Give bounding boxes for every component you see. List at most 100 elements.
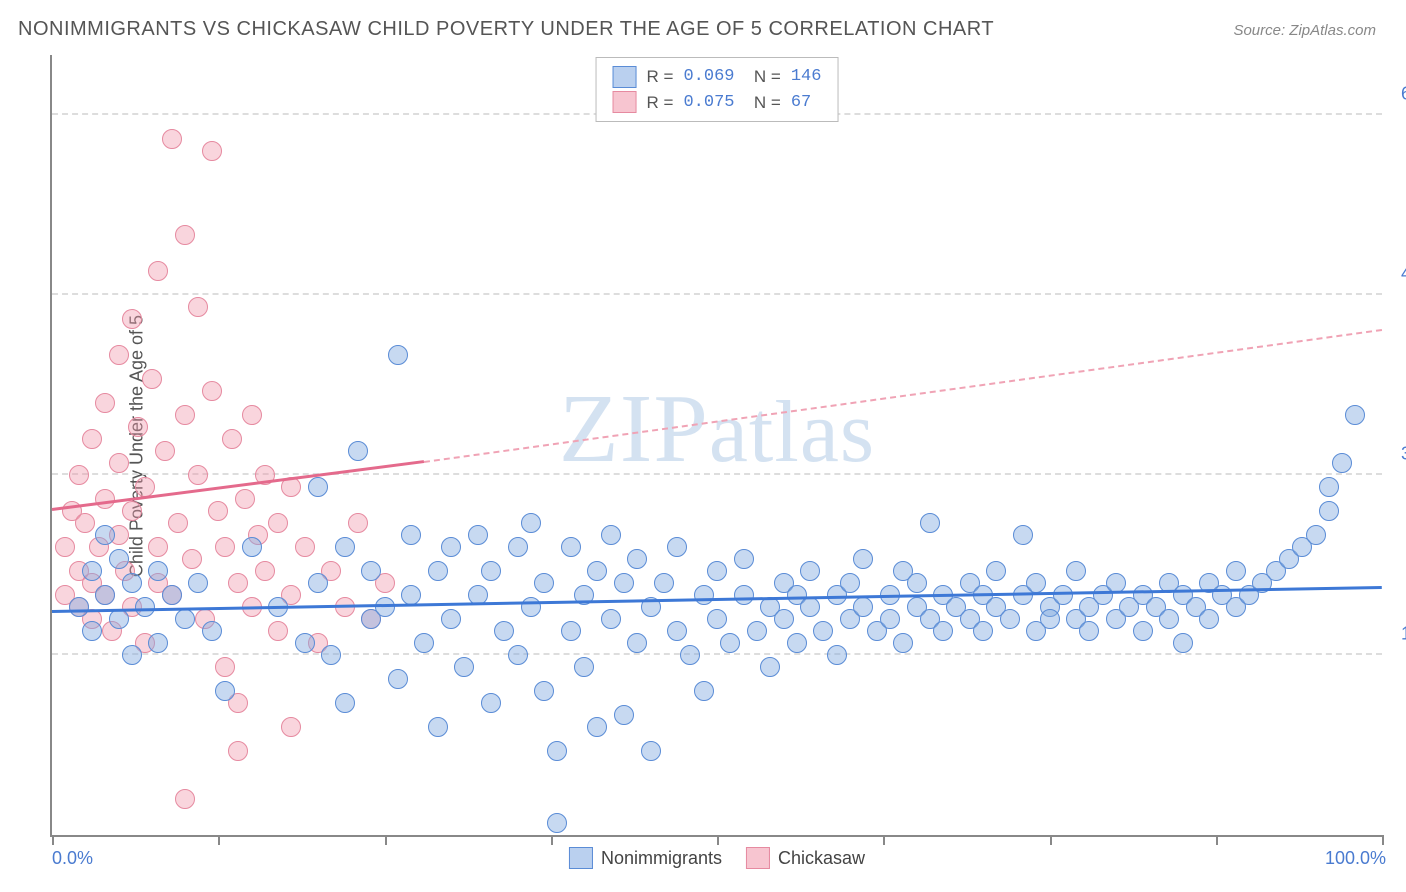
data-point-blue [561,621,581,641]
data-point-pink [95,393,115,413]
data-point-blue [800,561,820,581]
data-point-blue [508,537,528,557]
y-tick-label: 30.0% [1401,444,1406,465]
x-tick [52,835,54,845]
data-point-blue [388,669,408,689]
y-tick-label: 60.0% [1401,84,1406,105]
x-tick [551,835,553,845]
source-label: Source: ZipAtlas.com [1233,22,1376,39]
data-point-pink [82,429,102,449]
legend-label: Nonimmigrants [601,848,722,869]
data-point-blue [547,813,567,833]
series-legend: Nonimmigrants Chickasaw [569,847,865,869]
data-point-pink [75,513,95,533]
data-point-blue [1053,585,1073,605]
data-point-blue [1079,621,1099,641]
legend-label: Chickasaw [778,848,865,869]
data-point-blue [654,573,674,593]
data-point-pink [235,489,255,509]
data-point-pink [128,417,148,437]
x-axis-max-label: 100.0% [1325,848,1386,869]
watermark: ZIPatlas [559,373,875,485]
data-point-blue [414,633,434,653]
data-point-pink [281,717,301,737]
data-point-pink [175,405,195,425]
data-point-blue [853,549,873,569]
data-point-blue [641,741,661,761]
data-point-pink [69,465,89,485]
data-point-pink [109,453,129,473]
data-point-blue [893,633,913,653]
data-point-blue [680,645,700,665]
data-point-blue [454,657,474,677]
legend-row-pink: R = 0.075 N = 67 [613,90,822,116]
data-point-blue [521,597,541,617]
data-point-blue [627,549,647,569]
data-point-pink [188,297,208,317]
data-point-blue [401,525,421,545]
data-point-blue [468,525,488,545]
data-point-blue [734,549,754,569]
data-point-blue [441,537,461,557]
data-point-pink [175,789,195,809]
data-point-pink [55,537,75,557]
data-point-blue [109,549,129,569]
data-point-blue [335,693,355,713]
legend-item-pink: Chickasaw [746,847,865,869]
data-point-blue [401,585,421,605]
data-point-pink [182,549,202,569]
data-point-blue [481,561,501,581]
data-point-blue [1345,405,1365,425]
data-point-pink [175,225,195,245]
data-point-blue [348,441,368,461]
data-point-blue [694,681,714,701]
data-point-blue [920,513,940,533]
data-point-pink [348,513,368,533]
data-point-blue [1013,525,1033,545]
data-point-blue [707,609,727,629]
data-point-pink [202,141,222,161]
data-point-pink [215,537,235,557]
scatter-plot: ZIPatlas R = 0.069 N = 146 R = 0.075 N =… [50,55,1382,837]
data-point-blue [69,597,89,617]
data-point-blue [109,609,129,629]
data-point-blue [481,693,501,713]
data-point-blue [361,561,381,581]
data-point-pink [155,441,175,461]
data-point-pink [148,537,168,557]
x-tick [883,835,885,845]
data-point-blue [601,609,621,629]
data-point-blue [1000,609,1020,629]
data-point-pink [295,537,315,557]
data-point-pink [168,513,188,533]
data-point-blue [747,621,767,641]
data-point-blue [907,573,927,593]
data-point-blue [1026,573,1046,593]
data-point-blue [335,537,355,557]
data-point-blue [308,477,328,497]
data-point-blue [162,585,182,605]
data-point-blue [614,705,634,725]
data-point-blue [667,621,687,641]
legend-row-blue: R = 0.069 N = 146 [613,64,822,90]
data-point-blue [494,621,514,641]
data-point-blue [694,585,714,605]
data-point-pink [228,573,248,593]
data-point-pink [228,741,248,761]
data-point-pink [122,501,142,521]
data-point-blue [1332,453,1352,473]
data-point-blue [175,609,195,629]
data-point-blue [601,525,621,545]
data-point-blue [148,561,168,581]
x-axis-min-label: 0.0% [52,848,93,869]
data-point-blue [534,573,554,593]
y-tick-label: 45.0% [1401,264,1406,285]
data-point-blue [760,657,780,677]
swatch-blue [613,66,637,88]
data-point-blue [667,537,687,557]
data-point-blue [82,621,102,641]
legend-item-blue: Nonimmigrants [569,847,722,869]
data-point-blue [188,573,208,593]
data-point-pink [188,465,208,485]
data-point-blue [1173,633,1193,653]
